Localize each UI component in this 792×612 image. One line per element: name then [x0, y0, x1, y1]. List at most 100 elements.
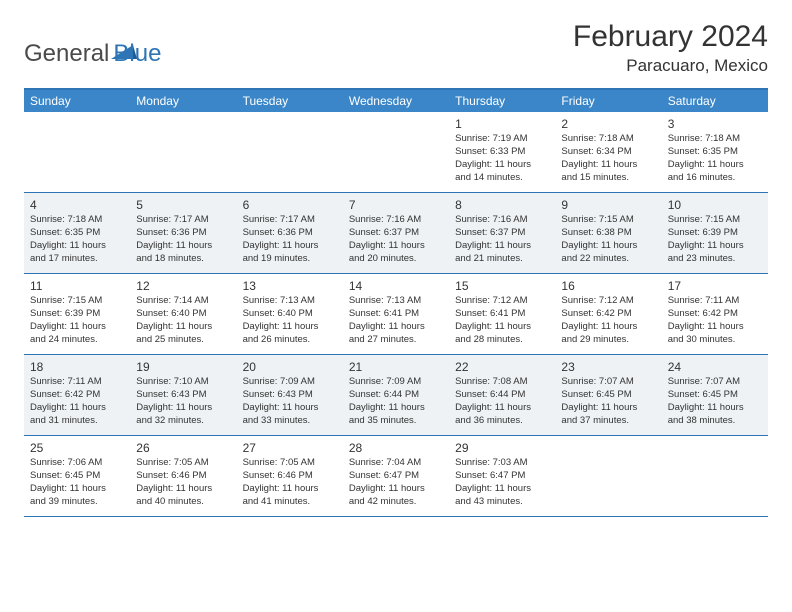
- calendar-cell: 18Sunrise: 7:11 AMSunset: 6:42 PMDayligh…: [24, 355, 130, 435]
- cell-text: and 21 minutes.: [455, 253, 549, 266]
- cell-text: Sunrise: 7:15 AM: [668, 214, 762, 227]
- calendar-cell: 13Sunrise: 7:13 AMSunset: 6:40 PMDayligh…: [237, 274, 343, 354]
- day-header: Tuesday: [237, 90, 343, 112]
- cell-text: Daylight: 11 hours: [243, 483, 337, 496]
- week-row: 25Sunrise: 7:06 AMSunset: 6:45 PMDayligh…: [24, 436, 768, 517]
- logo-text-blue: Blue: [113, 40, 161, 68]
- cell-text: and 27 minutes.: [349, 334, 443, 347]
- day-number: 16: [561, 278, 655, 294]
- day-number: 14: [349, 278, 443, 294]
- day-header: Wednesday: [343, 90, 449, 112]
- calendar-cell: 11Sunrise: 7:15 AMSunset: 6:39 PMDayligh…: [24, 274, 130, 354]
- cell-text: Sunset: 6:43 PM: [243, 389, 337, 402]
- cell-text: Sunrise: 7:16 AM: [349, 214, 443, 227]
- calendar-cell: [555, 436, 661, 516]
- cell-text: Daylight: 11 hours: [349, 321, 443, 334]
- cell-text: Sunset: 6:45 PM: [668, 389, 762, 402]
- cell-text: Sunset: 6:45 PM: [561, 389, 655, 402]
- cell-text: Sunset: 6:36 PM: [136, 227, 230, 240]
- cell-text: Sunrise: 7:11 AM: [30, 376, 124, 389]
- cell-text: and 35 minutes.: [349, 415, 443, 428]
- cell-text: Sunrise: 7:10 AM: [136, 376, 230, 389]
- calendar-cell: 2Sunrise: 7:18 AMSunset: 6:34 PMDaylight…: [555, 112, 661, 192]
- week-row: 11Sunrise: 7:15 AMSunset: 6:39 PMDayligh…: [24, 274, 768, 355]
- cell-text: Sunset: 6:39 PM: [30, 308, 124, 321]
- cell-text: Sunset: 6:47 PM: [455, 470, 549, 483]
- cell-text: and 38 minutes.: [668, 415, 762, 428]
- location: Paracuaro, Mexico: [573, 56, 768, 76]
- cell-text: Sunrise: 7:17 AM: [243, 214, 337, 227]
- calendar-cell: [343, 112, 449, 192]
- cell-text: Daylight: 11 hours: [668, 240, 762, 253]
- day-number: 11: [30, 278, 124, 294]
- calendar-cell: 6Sunrise: 7:17 AMSunset: 6:36 PMDaylight…: [237, 193, 343, 273]
- cell-text: Sunset: 6:42 PM: [668, 308, 762, 321]
- cell-text: Sunrise: 7:13 AM: [349, 295, 443, 308]
- cell-text: Sunrise: 7:04 AM: [349, 457, 443, 470]
- calendar-cell: 15Sunrise: 7:12 AMSunset: 6:41 PMDayligh…: [449, 274, 555, 354]
- day-number: 18: [30, 359, 124, 375]
- cell-text: and 25 minutes.: [136, 334, 230, 347]
- title-block: February 2024 Paracuaro, Mexico: [573, 20, 768, 76]
- cell-text: Daylight: 11 hours: [243, 240, 337, 253]
- cell-text: Sunrise: 7:18 AM: [561, 133, 655, 146]
- day-headers-row: SundayMondayTuesdayWednesdayThursdayFrid…: [24, 90, 768, 112]
- cell-text: Sunset: 6:37 PM: [455, 227, 549, 240]
- calendar-cell: 23Sunrise: 7:07 AMSunset: 6:45 PMDayligh…: [555, 355, 661, 435]
- cell-text: Sunset: 6:44 PM: [455, 389, 549, 402]
- day-number: 1: [455, 116, 549, 132]
- calendar-cell: 7Sunrise: 7:16 AMSunset: 6:37 PMDaylight…: [343, 193, 449, 273]
- cell-text: and 18 minutes.: [136, 253, 230, 266]
- day-number: 10: [668, 197, 762, 213]
- day-number: 4: [30, 197, 124, 213]
- cell-text: Sunrise: 7:07 AM: [668, 376, 762, 389]
- cell-text: Daylight: 11 hours: [349, 483, 443, 496]
- calendar-cell: 3Sunrise: 7:18 AMSunset: 6:35 PMDaylight…: [662, 112, 768, 192]
- day-number: 26: [136, 440, 230, 456]
- day-number: 12: [136, 278, 230, 294]
- cell-text: Sunset: 6:35 PM: [668, 146, 762, 159]
- cell-text: Daylight: 11 hours: [455, 159, 549, 172]
- calendar-cell: 12Sunrise: 7:14 AMSunset: 6:40 PMDayligh…: [130, 274, 236, 354]
- cell-text: Sunrise: 7:05 AM: [243, 457, 337, 470]
- cell-text: Sunset: 6:45 PM: [30, 470, 124, 483]
- day-number: 24: [668, 359, 762, 375]
- cell-text: Sunset: 6:39 PM: [668, 227, 762, 240]
- day-number: 17: [668, 278, 762, 294]
- cell-text: Sunrise: 7:18 AM: [668, 133, 762, 146]
- cell-text: Daylight: 11 hours: [136, 483, 230, 496]
- day-number: 6: [243, 197, 337, 213]
- cell-text: Sunrise: 7:16 AM: [455, 214, 549, 227]
- cell-text: Sunrise: 7:07 AM: [561, 376, 655, 389]
- calendar: SundayMondayTuesdayWednesdayThursdayFrid…: [24, 88, 768, 517]
- cell-text: Sunrise: 7:06 AM: [30, 457, 124, 470]
- week-row: 4Sunrise: 7:18 AMSunset: 6:35 PMDaylight…: [24, 193, 768, 274]
- cell-text: Sunrise: 7:13 AM: [243, 295, 337, 308]
- cell-text: Daylight: 11 hours: [136, 240, 230, 253]
- cell-text: Sunrise: 7:15 AM: [30, 295, 124, 308]
- cell-text: Daylight: 11 hours: [136, 321, 230, 334]
- cell-text: Daylight: 11 hours: [30, 483, 124, 496]
- cell-text: and 30 minutes.: [668, 334, 762, 347]
- calendar-cell: 19Sunrise: 7:10 AMSunset: 6:43 PMDayligh…: [130, 355, 236, 435]
- cell-text: Daylight: 11 hours: [455, 240, 549, 253]
- cell-text: Daylight: 11 hours: [668, 402, 762, 415]
- cell-text: Daylight: 11 hours: [561, 240, 655, 253]
- cell-text: Daylight: 11 hours: [455, 483, 549, 496]
- cell-text: Sunset: 6:46 PM: [136, 470, 230, 483]
- calendar-cell: [237, 112, 343, 192]
- day-number: 3: [668, 116, 762, 132]
- cell-text: Daylight: 11 hours: [349, 240, 443, 253]
- day-number: 22: [455, 359, 549, 375]
- cell-text: Daylight: 11 hours: [30, 321, 124, 334]
- cell-text: Daylight: 11 hours: [30, 240, 124, 253]
- cell-text: Sunset: 6:36 PM: [243, 227, 337, 240]
- cell-text: Daylight: 11 hours: [561, 159, 655, 172]
- calendar-cell: 25Sunrise: 7:06 AMSunset: 6:45 PMDayligh…: [24, 436, 130, 516]
- calendar-cell: 4Sunrise: 7:18 AMSunset: 6:35 PMDaylight…: [24, 193, 130, 273]
- cell-text: Daylight: 11 hours: [668, 159, 762, 172]
- cell-text: and 20 minutes.: [349, 253, 443, 266]
- cell-text: Sunrise: 7:09 AM: [243, 376, 337, 389]
- calendar-cell: 20Sunrise: 7:09 AMSunset: 6:43 PMDayligh…: [237, 355, 343, 435]
- cell-text: Sunrise: 7:12 AM: [561, 295, 655, 308]
